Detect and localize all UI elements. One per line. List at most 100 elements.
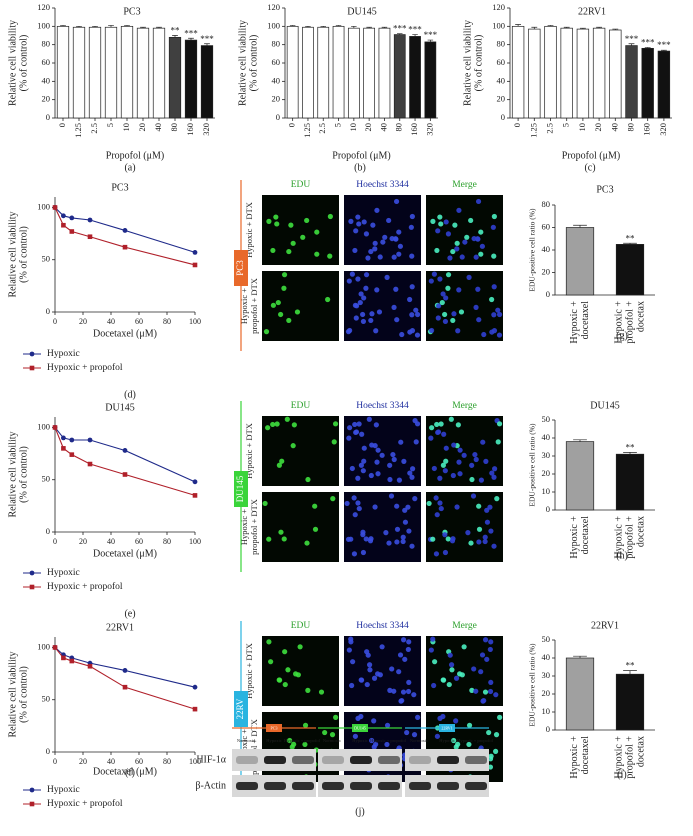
nucleus [446, 681, 452, 688]
blot-band [322, 756, 344, 764]
nucleus [493, 732, 500, 738]
nucleus [287, 737, 293, 744]
marker [122, 668, 128, 673]
bar [152, 27, 166, 119]
y-tick-label: 50 [42, 474, 51, 484]
nucleus [437, 500, 443, 506]
x-tick-label: 40 [378, 123, 388, 132]
nucleus [400, 689, 407, 695]
x-tick-label: 2.5 [544, 123, 554, 134]
nucleus [487, 764, 494, 770]
nucleus [480, 439, 486, 445]
nucleus [433, 551, 440, 557]
blot-band [378, 756, 400, 764]
nucleus [266, 536, 272, 542]
lane-label: Hypoxic + propofol [370, 738, 407, 743]
nucleus [457, 471, 463, 477]
nucleus [484, 507, 490, 513]
nucleus [275, 299, 281, 306]
nucleus [380, 239, 386, 245]
nucleus [409, 543, 415, 549]
significance: *** [657, 40, 671, 50]
lane-label: Normoxic [323, 738, 341, 743]
nucleus [357, 299, 363, 306]
nucleus [414, 311, 421, 318]
error-bar [156, 26, 162, 29]
marker [192, 250, 198, 255]
y-tick-label: 100 [267, 20, 280, 30]
row-label: propofol + DTX [249, 278, 259, 334]
x-tick-label: 320 [201, 123, 211, 136]
nucleus [453, 718, 459, 724]
y-axis-label: (% of control) [18, 35, 29, 92]
nucleus [286, 248, 292, 255]
nucleus [447, 652, 453, 658]
series-line [54, 207, 196, 266]
column-label: Merge [452, 180, 477, 190]
nucleus [305, 687, 311, 693]
error-bar [351, 25, 357, 29]
significance: ** [626, 442, 636, 452]
nucleus [351, 551, 358, 557]
y-tick-label: 0 [46, 306, 50, 316]
y-tick-label: 60 [272, 57, 281, 67]
nucleus [495, 439, 501, 445]
nucleus [330, 496, 336, 502]
x-tick-label: docetax [635, 301, 646, 332]
y-tick-label: 0 [46, 526, 50, 536]
bar [576, 28, 590, 119]
marker [87, 437, 93, 443]
nucleus [471, 235, 477, 242]
marker [61, 435, 66, 441]
blot-band [264, 782, 286, 790]
nucleus [442, 311, 448, 318]
nucleus [454, 246, 460, 252]
nucleus [281, 285, 287, 291]
nucleus [455, 328, 461, 334]
x-tick-label: 160 [409, 123, 419, 136]
bar [347, 27, 360, 119]
nucleus [276, 462, 282, 468]
error-bar [579, 27, 586, 30]
nucleus [431, 682, 437, 689]
error-bar [289, 25, 296, 27]
nucleus [407, 296, 413, 303]
nucleus [440, 677, 447, 683]
x-tick-label: 20 [79, 317, 87, 326]
nucleus [291, 741, 297, 747]
significance: ** [626, 661, 636, 671]
nucleus [484, 519, 491, 525]
legend-marker [29, 584, 35, 590]
error-bar [60, 25, 66, 27]
nucleus [361, 219, 367, 225]
y-tick-label: 40 [542, 244, 551, 254]
nucleus [366, 662, 373, 668]
bar [560, 27, 573, 119]
error-bar [596, 26, 603, 29]
marker [192, 684, 198, 690]
y-axis-label: EDU-positive cell ratio (%) [528, 208, 537, 292]
nucleus [493, 748, 499, 754]
nucleus [384, 274, 390, 280]
y-tick-label: 50 [42, 254, 51, 264]
x-tick-label: 40 [107, 317, 115, 326]
marker [87, 217, 93, 223]
nucleus [473, 254, 479, 260]
nucleus [375, 471, 381, 477]
nucleus [430, 636, 436, 642]
nucleus [442, 549, 449, 556]
nucleus [429, 327, 435, 334]
nucleus [476, 526, 483, 532]
tag-box [439, 724, 455, 732]
tag-box [234, 471, 248, 507]
nucleus [371, 675, 378, 681]
nucleus [373, 422, 379, 428]
error-bar [320, 25, 327, 28]
y-axis-label: Relative cell viability [7, 211, 18, 297]
nucleus [487, 646, 493, 653]
y-tick-label: 0 [501, 112, 505, 122]
nucleus [409, 474, 415, 480]
panel-label: (a) [124, 162, 135, 173]
y-axis-label: Relative cell viability [237, 20, 248, 106]
error-bar [172, 35, 178, 38]
